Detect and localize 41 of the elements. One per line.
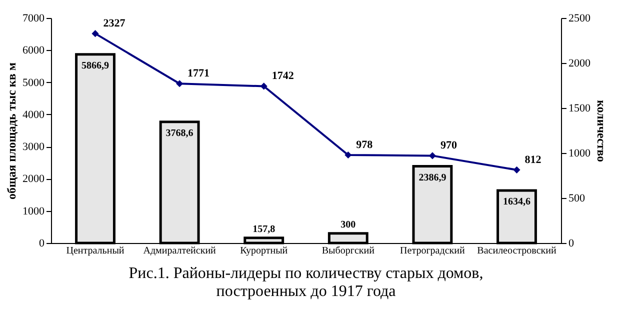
data-label: 2386,9 xyxy=(418,172,446,184)
y-axis-title: общая площадь тыс кв м xyxy=(4,62,18,200)
point xyxy=(344,151,352,159)
x-tick-label: Адмиралтейский xyxy=(143,246,217,256)
y-tick-label: 5000 xyxy=(22,76,45,89)
point xyxy=(92,30,99,38)
y-tick-label: 4000 xyxy=(22,108,45,121)
y2-tick-label: 500 xyxy=(568,192,586,204)
data-label: 2327 xyxy=(103,18,126,30)
x-tick-label: Петроградский xyxy=(400,246,466,256)
data-label: 1742 xyxy=(272,70,294,82)
y-tick-label: 3000 xyxy=(22,141,45,154)
y2-tick-label: 1500 xyxy=(568,102,591,114)
y2-tick-label: 2000 xyxy=(568,58,591,70)
y2-tick-label: 1000 xyxy=(568,148,591,160)
x-tick-label: Василеостровский xyxy=(477,246,557,256)
y-tick-label: 7000 xyxy=(22,12,45,24)
y2-axis-title: количество xyxy=(594,100,608,162)
x-tick-label: Выборгский xyxy=(322,246,376,256)
data-label: 157,8 xyxy=(252,224,276,235)
point xyxy=(428,152,436,160)
x-tick-label: Курортный xyxy=(240,246,288,256)
data-label: 970 xyxy=(440,140,458,152)
point xyxy=(513,166,520,174)
y-tick-label: 6000 xyxy=(22,44,45,57)
data-label: 1771 xyxy=(188,68,210,80)
data-label: 3768,6 xyxy=(166,128,194,139)
data-label: 5866,9 xyxy=(82,60,110,72)
y-tick-label: 2000 xyxy=(22,173,45,186)
y-tick-label: 1000 xyxy=(22,205,45,218)
data-label: 300 xyxy=(340,219,356,230)
y2-tick-label: 0 xyxy=(568,238,574,250)
point xyxy=(260,82,268,90)
point xyxy=(176,80,184,88)
y2-tick-label: 2500 xyxy=(568,12,591,24)
text: Рис.1. Районы-лидеры по количеству старых домов, построенных до 1917 года xyxy=(128,265,484,300)
x-tick-label: Центральный xyxy=(66,246,125,256)
data-label: 812 xyxy=(524,154,542,166)
y-tick-label: 0 xyxy=(39,238,45,250)
data-label: 1634,6 xyxy=(502,196,530,208)
data-label: 978 xyxy=(356,138,374,151)
